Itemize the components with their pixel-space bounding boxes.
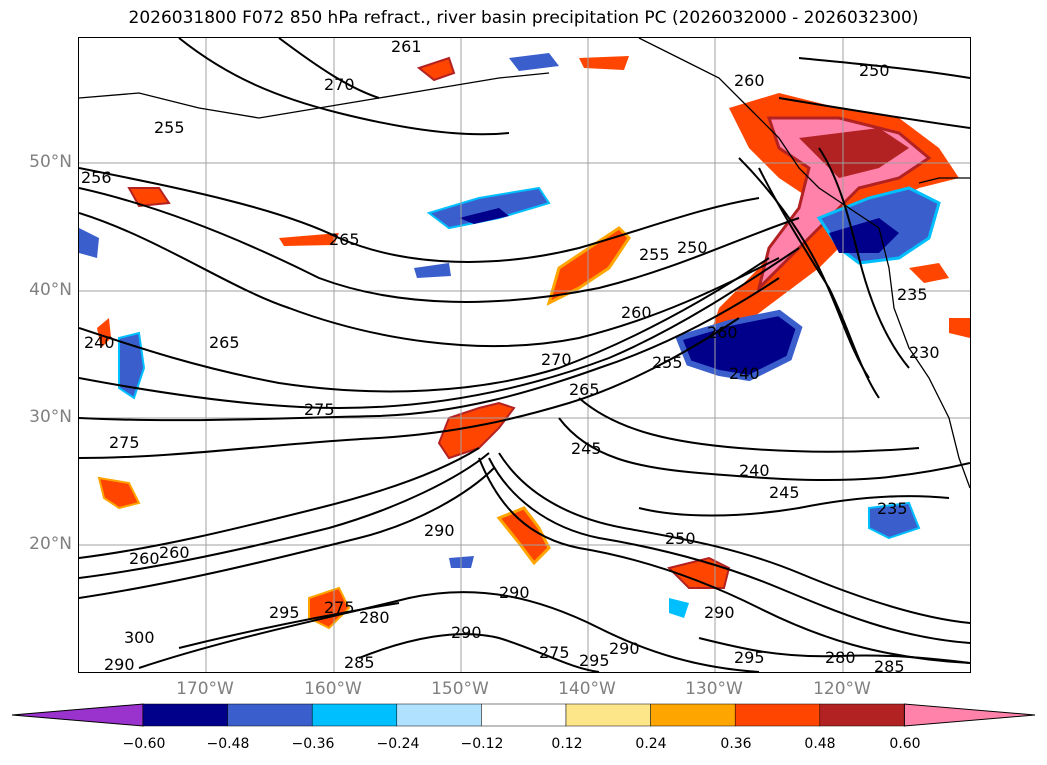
- contour-label: 250: [665, 529, 696, 548]
- colorbar-tick: −0.60: [122, 736, 166, 752]
- contour-label: 295: [734, 648, 765, 667]
- contour-label: 285: [874, 657, 905, 672]
- lat-label-30n: 30°N: [29, 407, 72, 427]
- contour-label: 280: [825, 648, 856, 667]
- colorbar-tick: 0.12: [551, 736, 583, 752]
- contour-labels: 261 260 270 255 256 265 250 255 250 270 …: [81, 38, 940, 672]
- graticule: [79, 38, 970, 672]
- contour-label: 280: [359, 608, 390, 627]
- colorbar-tick: −0.24: [376, 736, 420, 752]
- colorbar-tick: 0.24: [635, 736, 667, 752]
- contour-label: 290: [704, 603, 735, 622]
- contour-label: 290: [424, 521, 455, 540]
- colorbar-swatch: [565, 703, 651, 727]
- contour-label: 275: [304, 400, 335, 419]
- lon-label-150w: 150°W: [431, 679, 489, 699]
- contour-label: 275: [109, 433, 140, 452]
- lon-label-130w: 130°W: [685, 679, 743, 699]
- precip-negative-shading: [79, 53, 941, 618]
- contour-label: 260: [129, 549, 160, 568]
- contour-label: 270: [541, 350, 572, 369]
- colorbar-tick: 0.48: [804, 736, 836, 752]
- contour-label: 290: [104, 655, 135, 672]
- contour-label: 240: [729, 364, 760, 383]
- colorbar-swatch: [396, 703, 482, 727]
- contour-label: 260: [734, 71, 765, 90]
- colorbar-extend-min: [11, 703, 144, 727]
- contour-label: 295: [269, 603, 300, 622]
- contour-label: 250: [859, 61, 890, 80]
- contour-label: 255: [154, 118, 185, 137]
- contour-label: 290: [609, 639, 640, 658]
- map-title: 2026031800 F072 850 hPa refract., river …: [128, 8, 919, 28]
- contour-label: 260: [621, 303, 652, 322]
- colorbar-swatch: [734, 703, 821, 727]
- contour-label: 255: [652, 353, 683, 372]
- map-canvas: 261 260 270 255 256 265 250 255 250 270 …: [79, 38, 970, 672]
- contour-label: 265: [569, 380, 600, 399]
- refractivity-contours: [79, 38, 970, 672]
- contour-label: 260: [159, 543, 190, 562]
- colorbar-swatch: [311, 703, 398, 727]
- contour-label: 265: [209, 333, 240, 352]
- colorbar-swatches: [11, 703, 1036, 727]
- contour-label: 245: [571, 439, 602, 458]
- contour-label: 261: [391, 38, 422, 56]
- contour-label: 290: [499, 583, 530, 602]
- contour-label: 275: [324, 598, 355, 617]
- contour-label: 235: [877, 499, 908, 518]
- contour-label: 265: [329, 230, 360, 249]
- colorbar-tick: 0.36: [720, 736, 752, 752]
- contour-label: 230: [909, 343, 940, 362]
- lon-label-170w: 170°W: [176, 679, 234, 699]
- contour-label: 255: [639, 245, 670, 264]
- contour-label: 300: [124, 628, 155, 647]
- colorbar-tick: −0.12: [460, 736, 504, 752]
- contour-label: 245: [769, 483, 800, 502]
- colorbar-swatch: [819, 703, 905, 727]
- colorbar-extend-max: [903, 703, 1036, 727]
- colorbar: [11, 703, 1036, 727]
- lon-label-120w: 120°W: [813, 679, 871, 699]
- contour-label: 270: [324, 75, 355, 94]
- colorbar-swatch: [481, 703, 567, 727]
- lat-label-40n: 40°N: [29, 280, 72, 300]
- lat-label-20n: 20°N: [29, 534, 72, 554]
- contour-label: 290: [451, 623, 482, 642]
- colorbar-tick: −0.48: [206, 736, 250, 752]
- contour-label: 260: [707, 323, 738, 342]
- lon-label-160w: 160°W: [304, 679, 362, 699]
- colorbar-swatch: [227, 703, 313, 727]
- colorbar-tick: −0.36: [291, 736, 335, 752]
- precip-positive-shading: [97, 56, 970, 630]
- colorbar-tick: 0.60: [889, 736, 921, 752]
- map-panel[interactable]: 261 260 270 255 256 265 250 255 250 270 …: [78, 37, 971, 673]
- lat-label-50n: 50°N: [29, 152, 72, 172]
- contour-label: 275: [539, 643, 570, 662]
- contour-label: 285: [344, 653, 375, 672]
- lon-label-140w: 140°W: [558, 679, 616, 699]
- contour-label: 240: [739, 461, 770, 480]
- colorbar-swatch: [142, 703, 228, 727]
- contour-label: 250: [677, 238, 708, 257]
- contour-label: 240: [84, 333, 115, 352]
- contour-label: 295: [579, 651, 610, 670]
- contour-label: 235: [897, 285, 928, 304]
- colorbar-swatch: [650, 703, 736, 727]
- contour-label: 256: [81, 168, 112, 187]
